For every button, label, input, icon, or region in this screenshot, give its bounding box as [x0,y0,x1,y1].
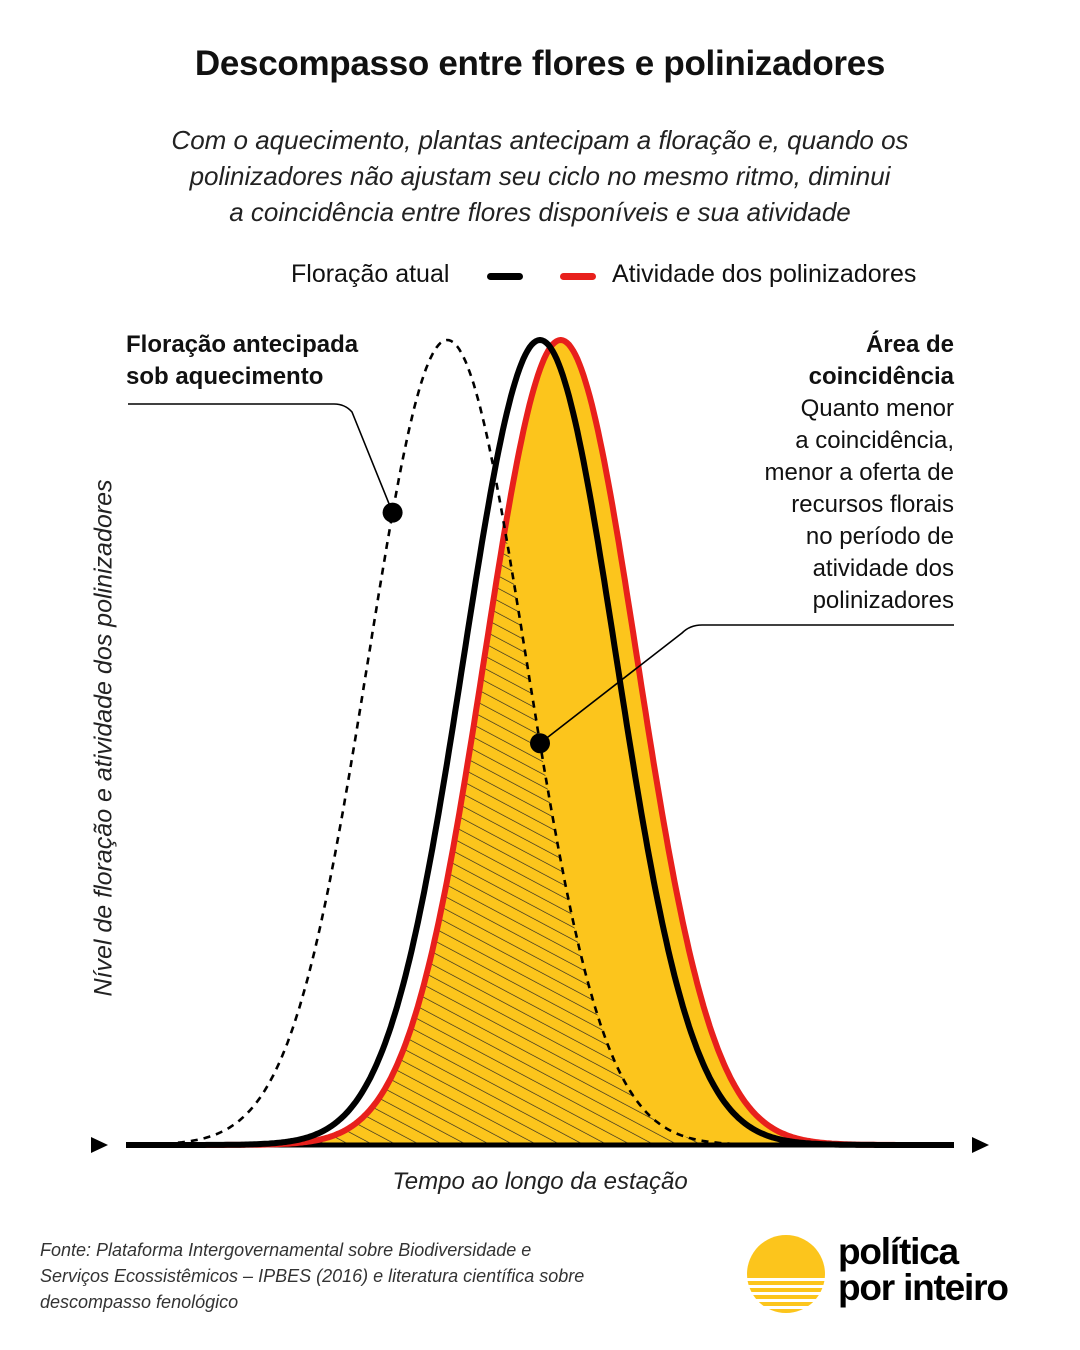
annotation-overlap-line: polinizadores [812,587,954,614]
leader-line-overlap [539,624,954,744]
annotation-overlap-line: Quanto menor [800,395,954,422]
brand-line: política [838,1231,959,1272]
subtitle-line: a coincidência entre flores disponíveis … [229,197,851,227]
brand-name: política por inteiro [838,1231,1009,1308]
legend-swatch-polinizadores [560,273,596,280]
axis-arrow-left [91,1137,108,1153]
early-overlap-hatch [126,530,954,1145]
annotation-overlap-line: no período de [805,523,954,550]
source-line: Serviços Ecossistêmicos – IPBES (2016) e… [40,1266,585,1286]
annotation-overlap-line: menor a oferta de [764,459,954,486]
source-line: descompasso fenológico [40,1292,239,1312]
y-axis-label: Nível de floração e atividade dos polini… [89,479,118,997]
marker-early [382,502,403,523]
annotation-overlap-title: coincidência [808,363,954,390]
sun-icon [747,1235,825,1313]
marker-overlap [530,733,550,754]
chart-legend: Floração atual Atividade dos polinizador… [0,258,1080,294]
legend-swatch-floracao-atual [487,273,523,280]
series-line-floracao-atual [125,337,955,1148]
axis-arrow-right [972,1137,989,1153]
legend-label-floracao-atual: Floração atual [291,260,450,288]
source-line: Fonte: Plataforma Intergovernamental sob… [40,1240,532,1260]
annotation-early-line: sob aquecimento [126,363,324,390]
annotation-early-line: Floração antecipada [126,331,359,358]
annotation-overlap-title: Área de [865,331,954,358]
annotation-early-flowering: Floração antecipada sob aquecimento [126,329,358,393]
legend-label-polinizadores: Atividade dos polinizadores [612,260,917,288]
subtitle-line: polinizadores não ajustam seu ciclo no m… [189,161,891,191]
x-axis-label: Tempo ao longo da estação [392,1168,688,1195]
brand-line: por inteiro [838,1267,1009,1308]
brand-logo: política por inteiro [746,1231,1046,1314]
source-note: Fonte: Plataforma Intergovernamental sob… [40,1237,720,1315]
annotation-overlap-line: a coincidência, [795,427,954,454]
leader-line-early [128,403,394,513]
subtitle-line: Com o aquecimento, plantas antecipam a f… [171,125,909,155]
annotation-overlap: Área de coincidência Quanto menor a coin… [765,329,954,617]
annotation-overlap-line: atividade dos [812,555,954,582]
annotation-overlap-line: recursos florais [791,491,954,518]
chart-title: Descompasso entre flores e polinizadores [194,44,886,83]
chart-subtitle: Com o aquecimento, plantas antecipam a f… [60,122,1020,230]
